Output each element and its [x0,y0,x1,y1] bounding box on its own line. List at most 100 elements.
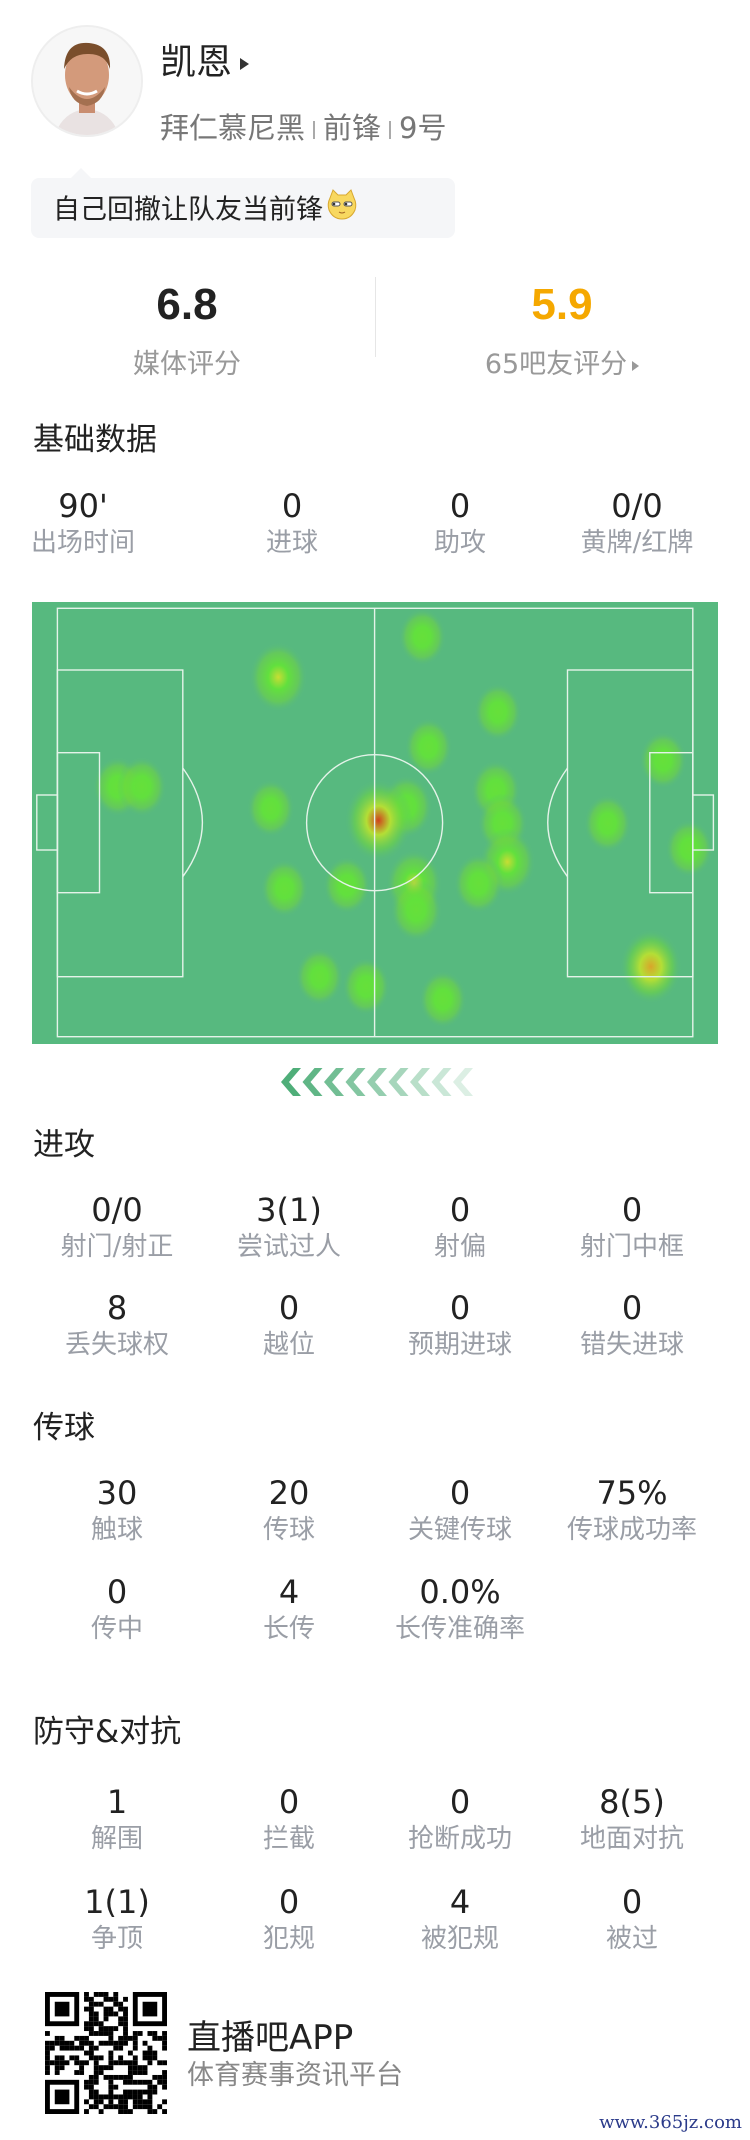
stat-value: 4 [449,1883,471,1921]
stat-attack: 0 预期进球 [360,1289,560,1363]
app-name: 直播吧APP [187,2018,354,2058]
section-title-attack: 进攻 [33,1127,95,1163]
stat-attack: 0 错失进球 [532,1289,732,1363]
stat-basic: 0 进球 [192,487,392,561]
chevron-left-icon [367,1068,387,1096]
heat-spot [474,683,522,741]
stat-value: 1 [106,1783,128,1821]
caret-right-icon [240,58,250,70]
stat-defense: 4 被犯规 [360,1883,560,1957]
stat-label: 地面对抗 [579,1824,684,1854]
player-name-link[interactable]: 凯恩 [160,40,250,86]
heatmap-pitch [32,602,718,1044]
stat-label: 被过 [605,1924,658,1954]
stat-value: 3(1) [256,1191,322,1229]
divider [313,121,316,139]
heat-spot [249,642,308,713]
stat-label: 触球 [90,1515,143,1545]
stat-value: 0 [449,487,471,525]
heat-layer [92,608,713,1029]
fan-rating-label: 65吧友评分 [484,349,628,380]
rating-divider [375,277,376,357]
stat-passing: 75% 传球成功率 [532,1474,732,1548]
stat-value: 0 [621,1289,643,1327]
stat-label: 错失进球 [579,1330,684,1360]
stat-defense: 0 抢断成功 [360,1783,560,1857]
stat-value: 1(1) [84,1883,150,1921]
cat-emoji-icon [325,188,359,234]
pitch-lines [36,607,715,1038]
section-title-basic: 基础数据 [33,422,157,458]
stat-value: 0/0 [611,487,663,525]
stat-value: 4 [278,1573,300,1611]
section-title-defense: 防守&对抗 [33,1714,182,1750]
heat-spot [246,779,295,838]
stat-value: 75% [596,1474,668,1512]
stat-label: 传中 [90,1614,143,1644]
chevron-left-icon [345,1068,366,1096]
stat-label: 尝试过人 [236,1232,341,1262]
stat-label: 越位 [262,1330,315,1360]
section-title-passing: 传球 [33,1410,95,1446]
stat-attack: 0 射门中框 [532,1191,732,1265]
stat-label: 助攻 [433,528,486,558]
heat-spot [665,819,713,878]
fan-rating-value: 5.9 [531,280,593,329]
stat-value: 0/0 [91,1191,143,1229]
comment-text: 自己回撤让队友当前锋 [53,194,323,226]
heat-spot [453,853,504,914]
stat-passing: 4 长传 [189,1573,389,1647]
stat-passing: 0.0% 长传准确率 [360,1573,560,1647]
stat-basic: 0/0 黄牌/红牌 [537,487,737,561]
stat-label: 射门/射正 [60,1232,174,1262]
chevron-left-icon [431,1068,452,1096]
stat-label: 犯规 [262,1924,315,1954]
stat-label: 传球成功率 [566,1515,697,1545]
stat-label: 被犯规 [420,1924,499,1954]
stat-value: 0 [621,1883,643,1921]
stat-value: 0.0% [419,1573,501,1611]
stat-attack: 0 越位 [189,1289,389,1363]
stat-passing: 0 传中 [17,1573,217,1647]
divider [389,121,392,139]
stat-passing: 0 关键传球 [360,1474,560,1548]
stat-label: 出场时间 [30,528,135,558]
player-team: 拜仁慕尼黑 [160,111,306,145]
stat-attack: 8 丢失球权 [17,1289,217,1363]
stat-value: 0 [621,1191,643,1229]
stat-label: 黄牌/红牌 [580,528,694,558]
heat-spot [404,718,453,776]
chevron-left-icon [453,1068,473,1096]
player-avatar[interactable] [31,25,143,137]
app-tagline: 体育赛事资讯平台 [187,2060,403,2091]
heat-spot [342,957,390,1016]
qr-code[interactable] [45,1992,167,2114]
heat-spot [390,878,442,942]
caret-right-icon [632,360,640,371]
heat-spot [116,756,167,817]
chevron-left-icon [388,1068,409,1096]
stat-value: 8(5) [599,1783,665,1821]
stat-label: 传球 [262,1515,315,1545]
stat-value: 0 [106,1573,128,1611]
watermark: www.365jz.com [599,2112,742,2133]
chevron-left-icon [302,1068,323,1096]
player-position: 前锋 [323,111,382,145]
stat-label: 长传 [262,1614,315,1644]
fan-rating-link[interactable]: 65吧友评分 [412,347,712,383]
stat-defense: 1 解围 [17,1783,217,1857]
chevron-left-icon [324,1068,344,1096]
stat-attack: 0 射偏 [360,1191,560,1265]
stat-label: 射门中框 [579,1232,684,1262]
stat-passing: 20 传球 [189,1474,389,1548]
stat-value: 0 [449,1289,471,1327]
heat-spot [260,859,309,918]
stat-label: 丢失球权 [64,1330,169,1360]
stat-label: 进球 [265,528,318,558]
stat-basic: 0 助攻 [360,487,560,561]
stat-defense: 0 被过 [532,1883,732,1957]
stat-attack: 3(1) 尝试过人 [189,1191,389,1265]
stat-label: 关键传球 [407,1515,512,1545]
stat-defense: 0 拦截 [189,1783,389,1857]
player-number: 9号 [399,111,447,145]
